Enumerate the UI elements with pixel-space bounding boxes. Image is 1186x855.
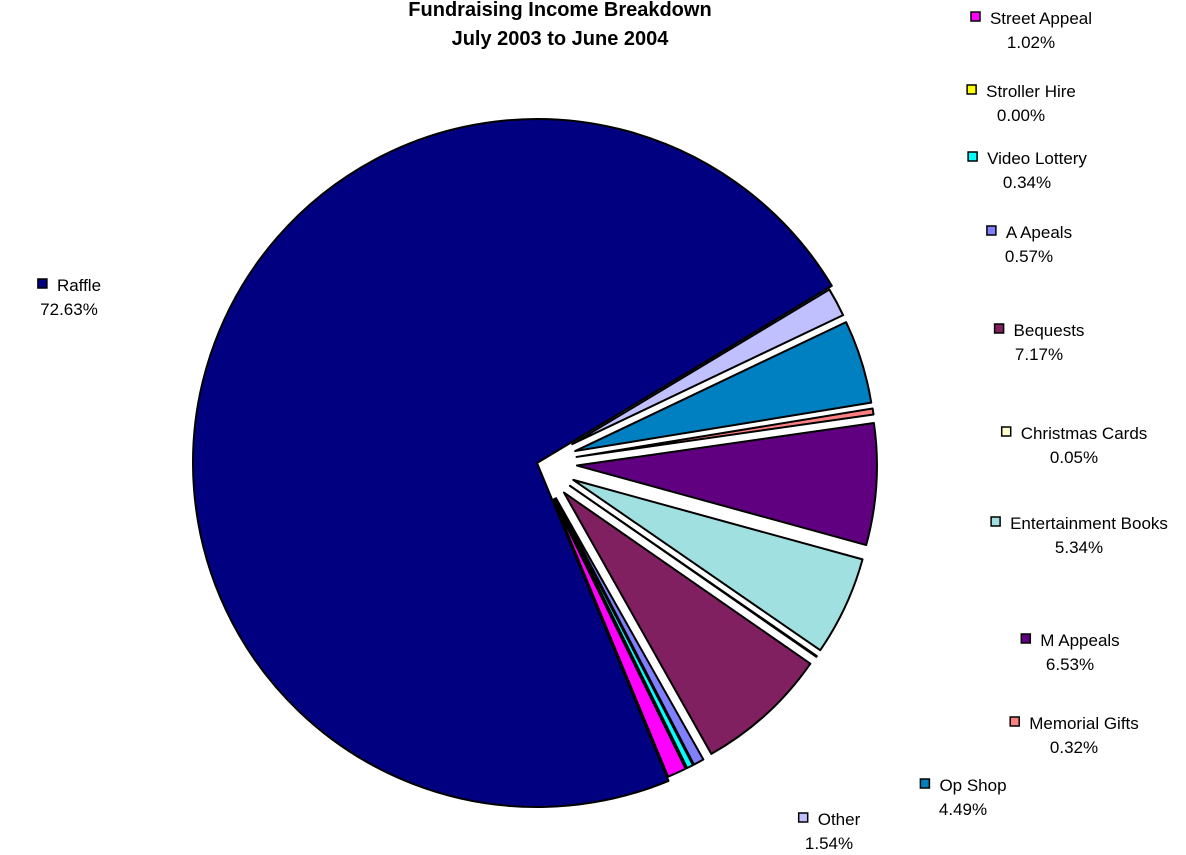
pie-slice-christmas-cards <box>568 484 818 658</box>
pie-slice-street-appeal <box>552 498 687 778</box>
pie-slice-raffle <box>192 118 833 808</box>
pie-slice-memorial-gifts <box>575 407 875 458</box>
pie-slice-op-shop <box>574 321 873 453</box>
pie-slices <box>192 118 878 808</box>
legend-key-stroller-hire <box>966 84 977 95</box>
pie-slice-other <box>571 288 845 446</box>
slice-label-value: 0.57% <box>1005 247 1053 266</box>
slice-label-value: 0.00% <box>997 106 1045 125</box>
slice-label-name: Street Appeal <box>990 9 1092 28</box>
label-a-apeals: A Apeals 0.57% <box>986 223 1072 266</box>
slice-label-name: Memorial Gifts <box>1029 714 1139 733</box>
slice-label-name: A Apeals <box>1006 223 1072 242</box>
slice-label-value: 72.63% <box>40 300 98 319</box>
label-raffle: Raffle 72.63% <box>37 276 101 319</box>
slice-label-value: 1.02% <box>1007 33 1055 52</box>
slice-label-name: Other <box>818 810 861 829</box>
label-entertainment-books: Entertainment Books 5.34% <box>990 514 1168 557</box>
slice-label-name: Entertainment Books <box>1010 514 1168 533</box>
slice-label-name: Christmas Cards <box>1021 424 1148 443</box>
slice-label-value: 0.32% <box>1050 738 1098 757</box>
label-video-lottery: Video Lottery 0.34% <box>967 149 1087 192</box>
legend-key-bequests <box>993 323 1005 334</box>
label-op-shop: Op Shop 4.49% <box>919 776 1007 819</box>
label-stroller-hire: Stroller Hire 0.00% <box>966 82 1076 125</box>
slice-label-value: 1.54% <box>805 834 853 853</box>
chart-title: Fundraising Income Breakdown <box>408 0 711 21</box>
slice-label-name: Stroller Hire <box>986 82 1076 101</box>
slice-label-name: Bequests <box>1014 321 1085 340</box>
slice-label-name: Op Shop <box>939 776 1006 795</box>
legend-key-op-shop <box>919 778 931 789</box>
label-other: Other 1.54% <box>797 810 861 853</box>
chart-subtitle: July 2003 to June 2004 <box>452 28 670 50</box>
slice-label-value: 6.53% <box>1046 655 1094 674</box>
pie-slice-m-appeals <box>575 422 878 547</box>
label-christmas-cards: Christmas Cards 0.05% <box>1000 424 1148 467</box>
legend-key-a-apeals <box>986 225 997 236</box>
pie-slice-entertainment-books <box>572 478 864 652</box>
slice-label-value: 7.17% <box>1015 345 1063 364</box>
legend-key-m-appeals <box>1020 633 1032 644</box>
legend-key-christmas-cards <box>1000 426 1012 437</box>
slice-label-value: 0.34% <box>1003 173 1051 192</box>
legend-key-entertainment-books <box>990 516 1001 527</box>
slice-label-value: 4.49% <box>939 800 987 819</box>
slice-label-name: Video Lottery <box>987 149 1087 168</box>
pie-slice-video-lottery <box>554 497 694 770</box>
legend-key-memorial-gifts <box>1009 716 1020 727</box>
legend-key-video-lottery <box>967 151 978 162</box>
label-bequests: Bequests 7.17% <box>993 321 1085 364</box>
slice-label-value: 5.34% <box>1055 538 1103 557</box>
label-m-appeals: M Appeals 6.53% <box>1020 631 1120 674</box>
legend-key-raffle <box>37 278 48 289</box>
slice-label-name: M Appeals <box>1040 631 1119 650</box>
slice-label-name: Raffle <box>57 276 101 295</box>
pie-slice-a-apeals <box>555 497 705 766</box>
slice-labels: Raffle 72.63% Street Appeal 1.02% Stroller H… <box>37 9 1168 853</box>
label-memorial-gifts: Memorial Gifts 0.32% <box>1009 714 1139 757</box>
pie-slice-bequests <box>562 491 812 755</box>
slice-label-value: 0.05% <box>1050 448 1098 467</box>
legend-key-street-appeal <box>970 11 981 22</box>
label-street-appeal: Street Appeal 1.02% <box>970 9 1092 52</box>
legend-key-other <box>797 812 809 823</box>
